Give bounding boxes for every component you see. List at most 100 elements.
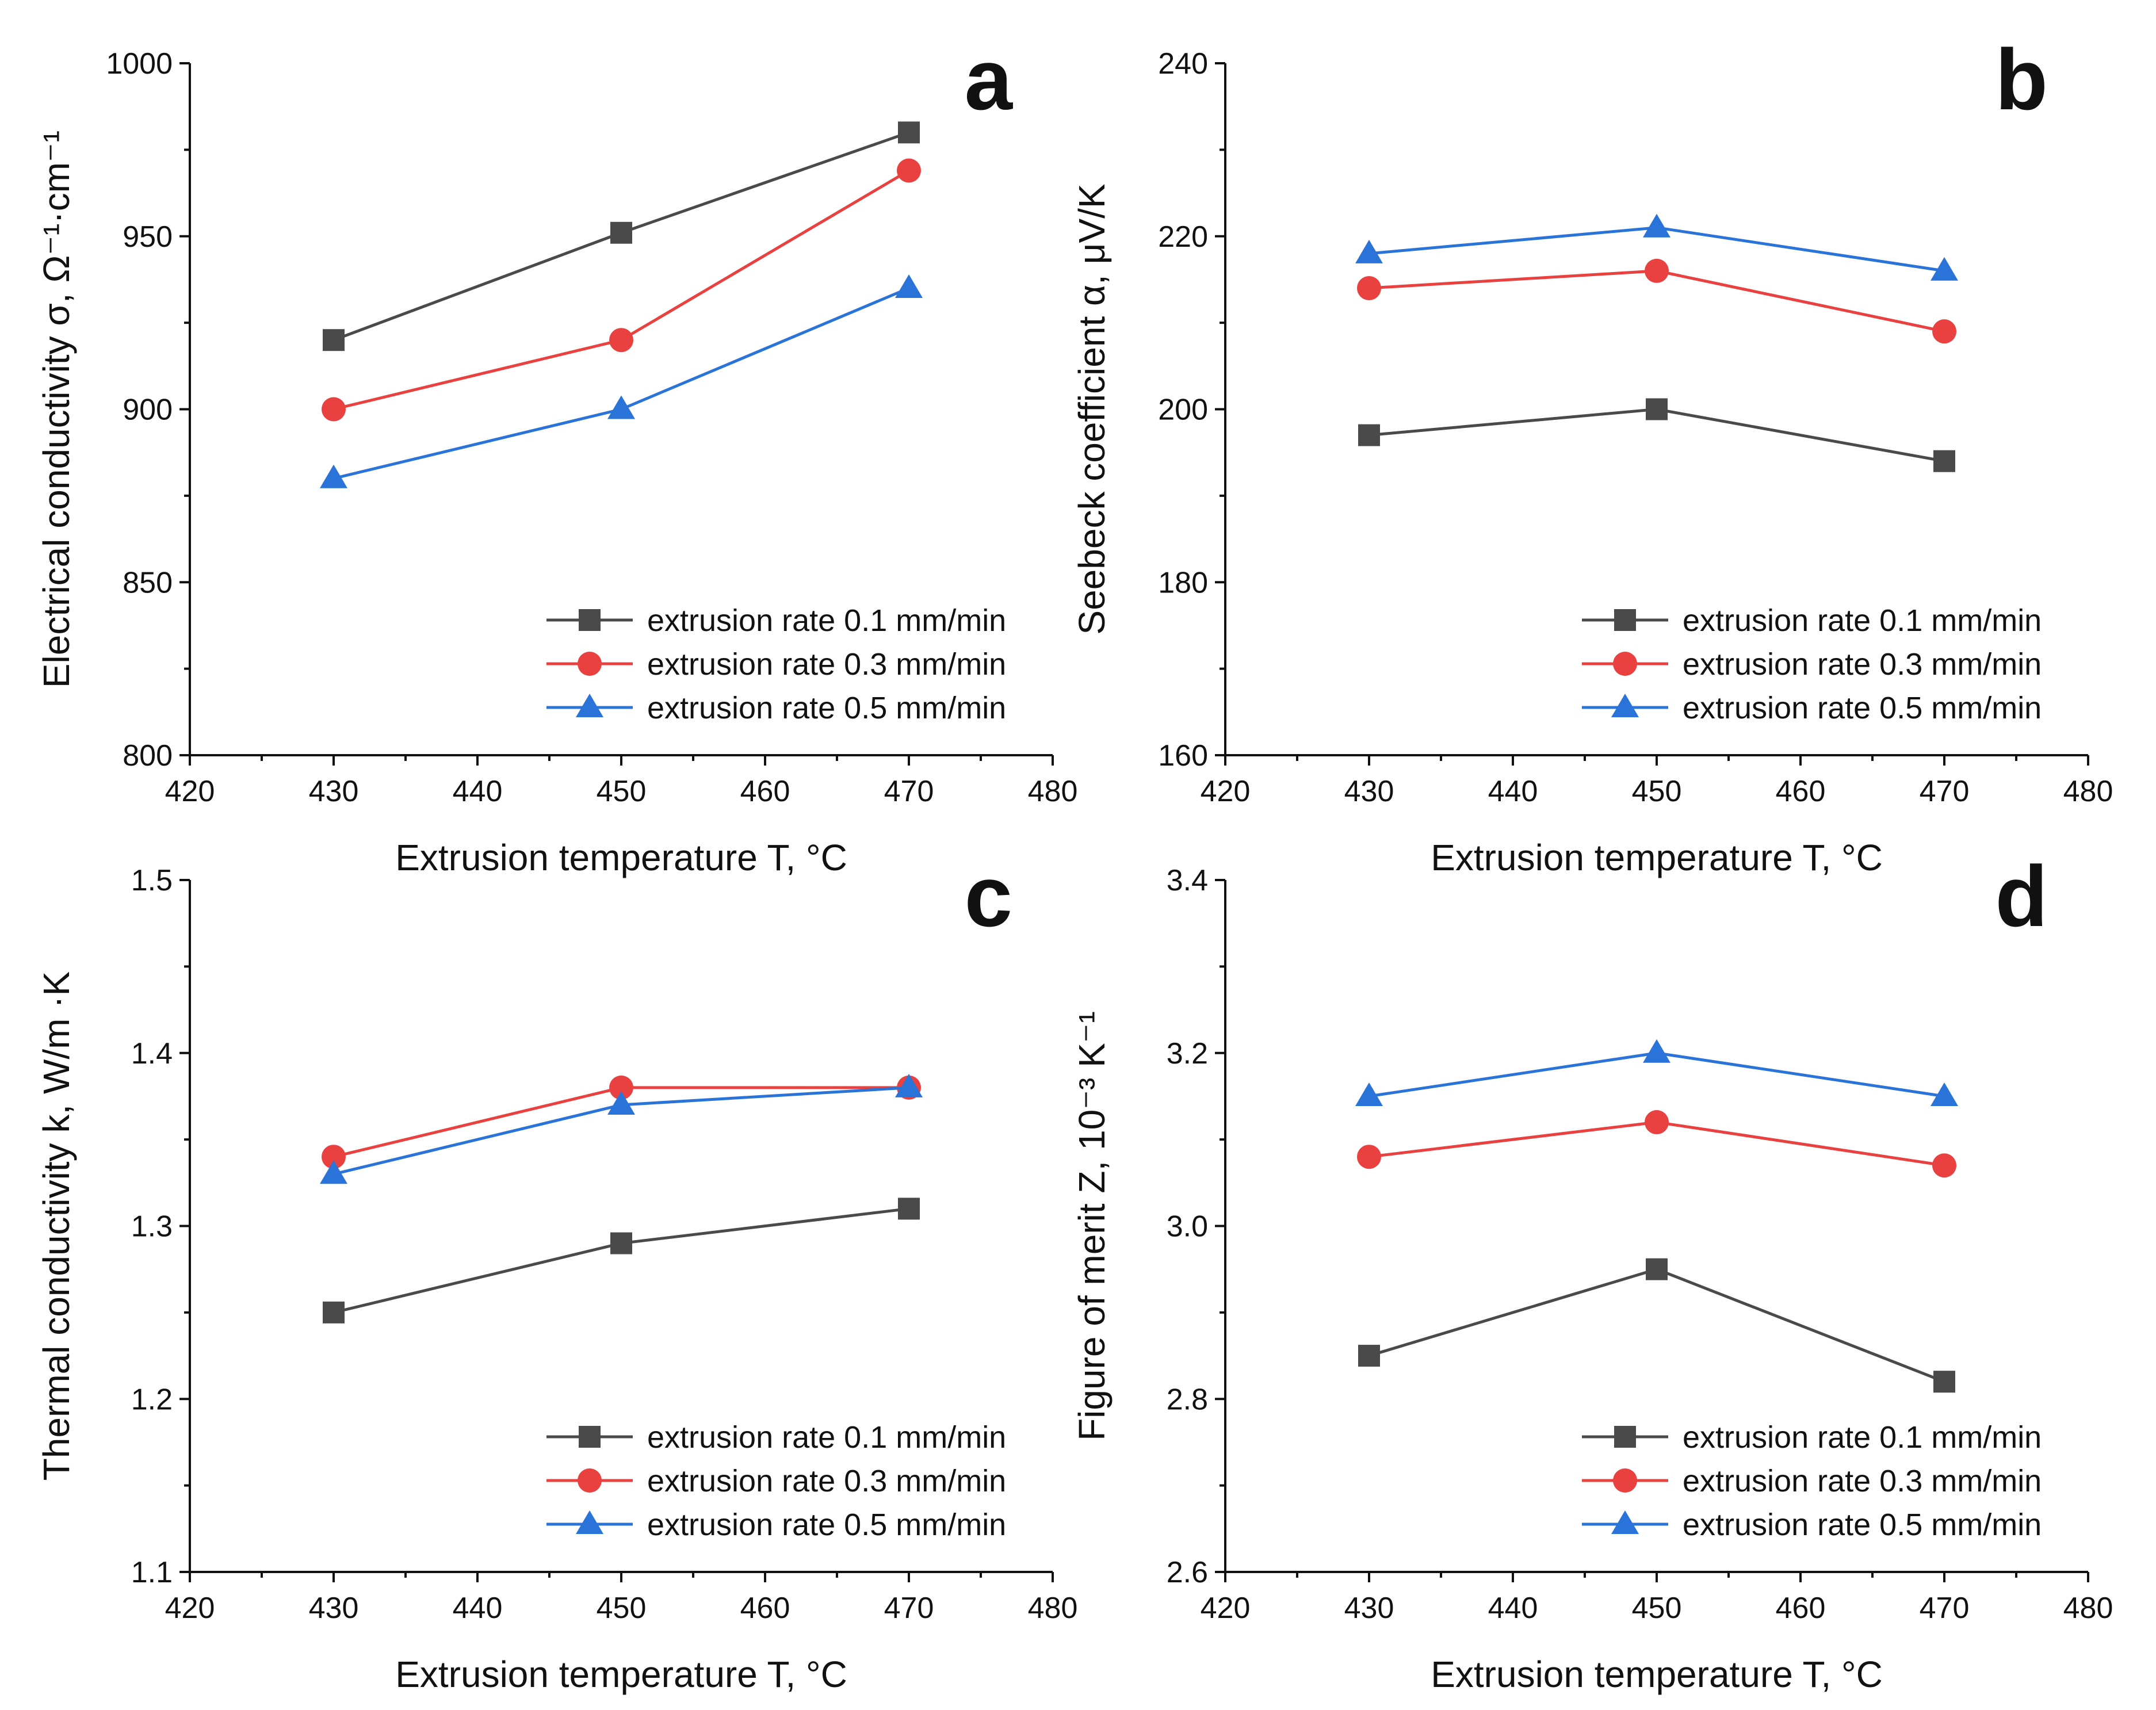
x-tick-label: 430 (1344, 1592, 1394, 1625)
data-point (323, 1301, 345, 1323)
y-tick-label: 800 (123, 739, 173, 772)
data-point (1643, 1039, 1670, 1063)
series-square (323, 121, 920, 351)
legend-marker (1614, 609, 1636, 631)
data-point (1932, 319, 1956, 344)
legend: extrusion rate 0.1 mm/min extrusion rate … (1582, 1420, 2042, 1542)
x-tick-label: 440 (1488, 1592, 1538, 1625)
x-tick-label: 480 (1028, 1592, 1078, 1625)
data-point (610, 221, 632, 244)
x-tick-label: 450 (597, 775, 647, 808)
legend: extrusion rate 0.1 mm/min extrusion rate … (546, 603, 1006, 725)
x-tick-label: 420 (165, 1592, 215, 1625)
panel-b: 420 430 440 450 460 470 480 160 180 200 220 240 Extr… (1071, 31, 2113, 878)
x-tick-label: 480 (1028, 775, 1078, 808)
x-tick-label: 460 (1776, 1592, 1826, 1625)
series-circle (1357, 1110, 1956, 1178)
x-tick-label: 440 (453, 1592, 503, 1625)
panel-letter: b (1995, 31, 2048, 128)
legend-label: extrusion rate 0.3 mm/min (1683, 647, 2042, 682)
legend-label: extrusion rate 0.3 mm/min (647, 1464, 1006, 1498)
data-point (610, 1232, 632, 1254)
data-point (320, 464, 347, 488)
x-tick-label: 480 (2063, 775, 2113, 808)
x-tick-label: 430 (1344, 775, 1394, 808)
series-square (323, 1198, 920, 1323)
panel-letter: a (965, 31, 1014, 128)
legend-label: extrusion rate 0.5 mm/min (647, 1508, 1006, 1542)
legend-label: extrusion rate 0.3 mm/min (647, 647, 1006, 682)
y-tick-label: 900 (123, 393, 173, 427)
x-axis-title: Extrusion temperature T, °C (1431, 1654, 1883, 1695)
legend-marker (578, 1468, 602, 1493)
data-point (609, 328, 633, 353)
data-point (1931, 1082, 1958, 1106)
legend-marker (1611, 1510, 1639, 1534)
y-tick-label: 1.2 (131, 1383, 173, 1416)
panel-a: 420 430 440 450 460 470 480 800 850 900 950 1000 Ext… (36, 31, 1077, 878)
legend-label: extrusion rate 0.1 mm/min (1683, 603, 2042, 638)
x-tick-label: 470 (1920, 775, 1970, 808)
x-tick-label: 450 (1632, 1592, 1682, 1625)
series-triangle (320, 274, 923, 488)
legend-marker (579, 1426, 601, 1448)
y-tick-label: 240 (1158, 47, 1208, 81)
y-tick-label: 1.3 (131, 1210, 173, 1244)
y-tick-label: 1.4 (131, 1037, 173, 1070)
series-line (1368, 1268, 1945, 1383)
data-point (895, 274, 923, 298)
data-point (323, 329, 345, 351)
data-point (1645, 258, 1669, 283)
legend-marker (576, 694, 603, 717)
y-tick-label: 220 (1158, 220, 1208, 254)
x-tick-label: 440 (1488, 775, 1538, 808)
series-line (333, 286, 909, 480)
data-point (1646, 1258, 1668, 1280)
y-axis-title: Seebeck coefficient α, μV/K (1071, 183, 1113, 634)
legend: extrusion rate 0.1 mm/min extrusion rate … (1582, 603, 2042, 725)
y-tick-label: 1.5 (131, 864, 173, 897)
y-tick-label: 850 (123, 566, 173, 599)
legend-marker (576, 1510, 603, 1534)
x-tick-label: 480 (2063, 1592, 2113, 1625)
series-circle (322, 158, 921, 422)
y-tick-label: 2.6 (1167, 1556, 1208, 1589)
data-point (322, 397, 346, 422)
x-tick-label: 420 (1201, 1592, 1251, 1625)
x-axis-title: Extrusion temperature T, °C (395, 1654, 847, 1695)
y-tick-label: 180 (1158, 566, 1208, 599)
series-triangle (1355, 1039, 1958, 1106)
data-point (607, 1091, 635, 1115)
x-tick-label: 470 (884, 775, 934, 808)
legend-label: extrusion rate 0.1 mm/min (647, 603, 1006, 638)
panel-letter: d (1995, 848, 2048, 944)
legend-label: extrusion rate 0.5 mm/min (1683, 691, 2042, 725)
data-point (895, 1073, 923, 1097)
legend-label: extrusion rate 0.5 mm/min (647, 691, 1006, 725)
y-tick-label: 2.8 (1167, 1383, 1208, 1416)
x-tick-label: 420 (1201, 775, 1251, 808)
x-axis-title: Extrusion temperature T, °C (1431, 837, 1883, 878)
y-tick-label: 3.0 (1167, 1210, 1208, 1244)
x-axis-title: Extrusion temperature T, °C (395, 837, 847, 878)
legend-label: extrusion rate 0.1 mm/min (647, 1420, 1006, 1455)
data-point (1357, 276, 1381, 300)
data-point (1645, 1110, 1669, 1135)
series-square (1358, 1258, 1955, 1393)
y-tick-label: 950 (123, 220, 173, 254)
series-line (333, 169, 910, 411)
legend-marker (1614, 1426, 1636, 1448)
legend-marker (1613, 1468, 1637, 1493)
data-point (1933, 1371, 1955, 1393)
data-point (1355, 239, 1383, 263)
data-point (322, 1145, 346, 1169)
data-point (1932, 1153, 1956, 1178)
x-tick-label: 440 (453, 775, 503, 808)
x-tick-label: 450 (1632, 775, 1682, 808)
x-tick-label: 460 (740, 775, 790, 808)
data-point (1643, 213, 1670, 238)
data-point (1933, 450, 1955, 472)
series-triangle (320, 1073, 923, 1184)
series-circle (1357, 258, 1956, 344)
